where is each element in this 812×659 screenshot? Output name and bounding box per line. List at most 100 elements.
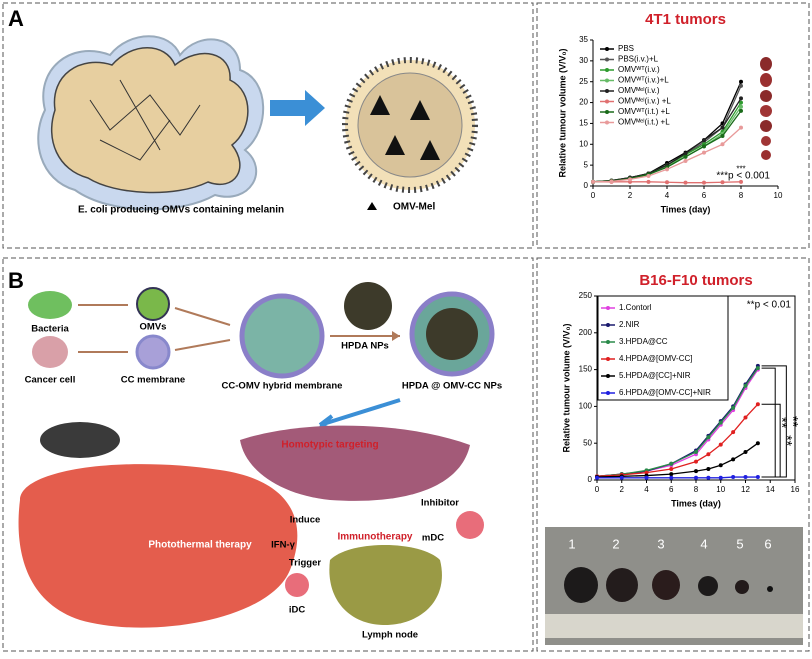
legend-marker [606, 323, 610, 327]
data-point [683, 154, 688, 159]
data-point [739, 125, 743, 130]
data-point [743, 475, 748, 480]
data-point [665, 167, 669, 172]
panel-label: B [8, 268, 24, 293]
photo-label: 6 [764, 536, 771, 551]
x-tick-label: 2 [628, 191, 633, 200]
legend-marker [605, 99, 609, 104]
legend-label: PBS [618, 44, 634, 53]
data-point [683, 180, 688, 185]
data-point [720, 142, 725, 147]
panel-label: A [8, 6, 24, 31]
data-point [702, 138, 706, 143]
panel-frame [2, 2, 534, 249]
legend-marker [605, 110, 609, 114]
photo-label: 5 [736, 536, 743, 551]
data-point [731, 457, 736, 462]
label: Inhibitor [421, 498, 459, 509]
y-tick-label: 150 [579, 365, 593, 374]
legend-label: 6.HPDA@[OMV-CC]+NIR [619, 388, 711, 397]
y-tick-label: 25 [579, 77, 588, 86]
annotation: ***p < 0.001 [716, 171, 770, 182]
legend-label: OMVᵂᵀ(i.v.) [618, 65, 660, 74]
data-point [694, 459, 698, 464]
y-tick-label: 35 [579, 35, 588, 44]
x-tick-label: 16 [791, 485, 800, 494]
x-tick-label: 10 [716, 485, 725, 494]
legend-marker [606, 340, 610, 344]
data-point [706, 435, 711, 440]
annotation: ** [786, 416, 802, 427]
legend-icon [367, 202, 377, 210]
label: OMVs [140, 322, 167, 333]
label: Induce [290, 515, 321, 526]
y-tick-label: 10 [579, 139, 588, 148]
legend-label: 1.Contorl [619, 303, 652, 312]
data-point [743, 450, 748, 455]
y-tick-label: 30 [579, 56, 588, 65]
tumor-photo [545, 527, 803, 645]
y-tick-label: 100 [579, 402, 593, 411]
legend-marker [605, 120, 609, 125]
data-point [683, 158, 688, 163]
label: CC membrane [121, 375, 185, 386]
photo-label: 2 [612, 536, 619, 551]
data-point [683, 151, 688, 156]
data-point [720, 125, 725, 130]
data-point [706, 475, 711, 480]
data-point [694, 469, 698, 474]
legend-label: 3.HPDA@CC [619, 337, 668, 346]
label: Bacteria [31, 324, 69, 335]
label: Lymph node [362, 630, 418, 641]
legend-marker [605, 57, 609, 62]
chart-title: 4T1 tumors [645, 11, 726, 28]
legend-marker [606, 391, 610, 395]
data-point [718, 475, 723, 480]
legend-label: PBS(i.v.)+L [618, 55, 659, 64]
photo-label: 3 [657, 536, 664, 551]
data-point [731, 405, 736, 410]
label: Trigger [289, 558, 322, 569]
data-point [739, 179, 743, 184]
data-point [706, 466, 711, 471]
data-point [731, 475, 736, 480]
legend-marker [605, 68, 609, 72]
y-tick-label: 5 [584, 160, 589, 169]
data-point [755, 441, 760, 446]
data-point [702, 180, 706, 185]
data-point [718, 463, 723, 468]
x-tick-label: 2 [620, 485, 625, 494]
data-point [669, 461, 674, 466]
data-point [595, 475, 599, 480]
x-tick-label: 4 [665, 191, 670, 200]
significance-bracket [761, 367, 776, 478]
significance-bracket [761, 365, 787, 478]
data-point [739, 104, 743, 109]
legend-label: OMVᴹᵉˡ(i.t.) +L [618, 118, 670, 127]
annotation: **p < 0.01 [747, 300, 792, 311]
x-tick-label: 10 [774, 191, 783, 200]
data-point [619, 475, 624, 480]
annotation: ** [779, 435, 795, 446]
y-tick-label: 200 [579, 328, 593, 337]
data-point [720, 133, 725, 138]
data-point [669, 466, 674, 471]
data-point [718, 442, 723, 447]
x-tick-label: 0 [595, 485, 600, 494]
data-point [669, 472, 674, 477]
x-tick-label: 8 [694, 485, 699, 494]
data-point [694, 475, 698, 480]
y-tick-label: 50 [583, 438, 592, 447]
data-point [731, 430, 736, 435]
x-tick-label: 0 [591, 191, 596, 200]
series-line [596, 403, 759, 477]
data-point [739, 79, 743, 84]
data-point [720, 180, 725, 185]
ecoli-illustration [37, 35, 265, 211]
label: Photothermal therapy [148, 540, 252, 551]
data-point [702, 144, 706, 149]
legend-marker [606, 374, 610, 378]
legend-marker [606, 306, 610, 310]
y-tick-label: 250 [579, 291, 593, 300]
